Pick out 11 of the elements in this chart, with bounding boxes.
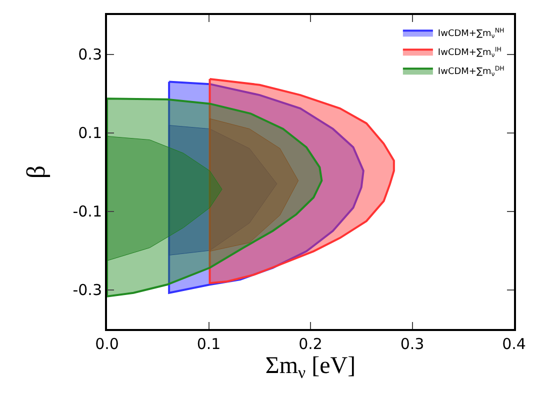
x-tick-label: 0.1 — [196, 335, 221, 353]
y-tick-label: 0.3 — [78, 46, 102, 64]
x-tick-label: 0.4 — [502, 335, 526, 353]
y-tick-label: 0.1 — [78, 124, 102, 142]
x-tick-label: 0.3 — [400, 335, 424, 353]
x-tick-label: 0.0 — [95, 335, 119, 353]
y-tick-label: -0.1 — [72, 202, 102, 220]
x-tick-label: 0.2 — [298, 335, 322, 353]
y-tick-label: -0.3 — [72, 281, 102, 299]
y-axis-title: β — [22, 165, 51, 179]
x-axis-title: Σm$_{ν}$ [eV] — [265, 353, 356, 382]
